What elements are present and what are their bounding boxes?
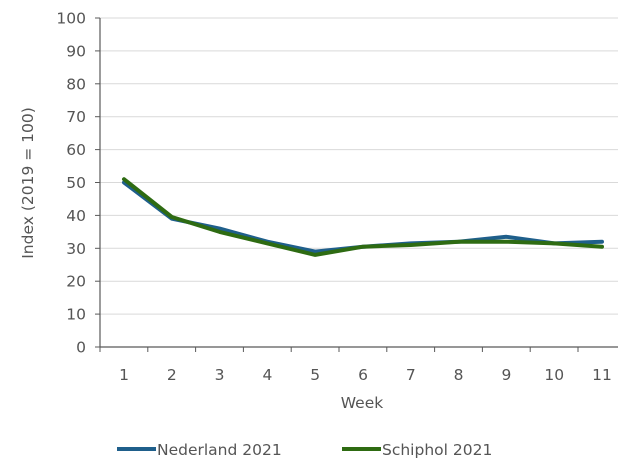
x-tick-label: 5 — [310, 366, 320, 384]
x-tick-label: 2 — [167, 366, 177, 384]
legend-label-schiphol: Schiphol 2021 — [382, 441, 492, 459]
x-tick-label: 6 — [358, 366, 368, 384]
y-tick-label: 50 — [66, 174, 86, 192]
legend-label-nederland: Nederland 2021 — [157, 441, 282, 459]
x-tick-label: 3 — [215, 366, 225, 384]
x-tick-label: 9 — [501, 366, 511, 384]
data-series — [122, 177, 604, 257]
y-tick-label: 80 — [66, 75, 86, 93]
y-tick-label: 100 — [56, 10, 86, 28]
x-tick-label: 7 — [406, 366, 416, 384]
legend: Nederland 2021 Schiphol 2021 — [117, 441, 492, 459]
x-tick-label: 1 — [119, 366, 129, 384]
y-tick-label: 90 — [66, 42, 86, 60]
y-tick-label: 30 — [66, 240, 86, 258]
y-tick-label: 70 — [66, 108, 86, 126]
y-tick-label: 60 — [66, 141, 86, 159]
y-tick-label: 20 — [66, 273, 86, 291]
gridlines — [100, 17, 618, 315]
y-tick-label: 0 — [76, 339, 86, 357]
series-line-schiphol — [122, 177, 604, 257]
x-tick-label: 11 — [592, 366, 612, 384]
y-tick-label: 40 — [66, 207, 86, 225]
x-axis-title: Week — [341, 394, 383, 412]
y-axis-title: Index (2019 = 100) — [19, 107, 37, 259]
x-tick-label: 4 — [262, 366, 272, 384]
x-tick-label: 8 — [454, 366, 464, 384]
x-tick-label: 10 — [544, 366, 564, 384]
axes — [95, 17, 618, 352]
y-tick-label: 10 — [66, 306, 86, 324]
tick-labels: 0 10 20 30 40 50 60 70 80 90 100 1 2 3 4 5 6 7 8 9 10 11 — [56, 10, 611, 385]
